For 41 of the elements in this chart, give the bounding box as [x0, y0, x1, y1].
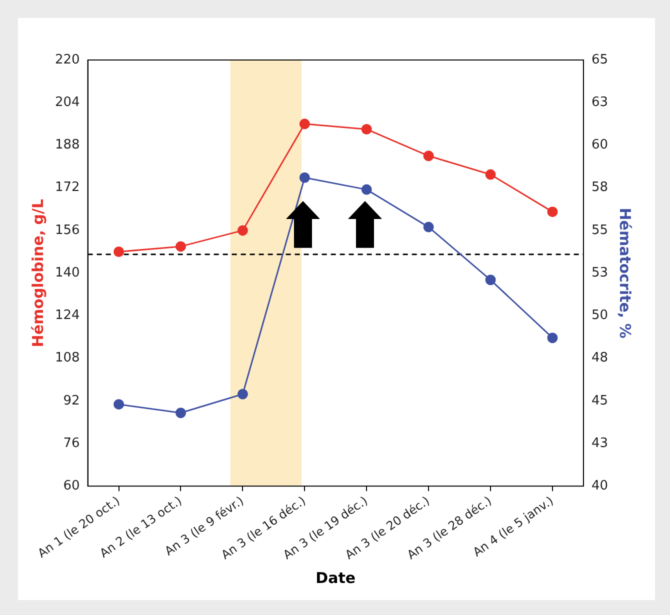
y2-tick-label: 43 — [591, 436, 608, 451]
point — [237, 225, 248, 236]
y-axis-title: Hémoglobine, g/L — [28, 198, 47, 348]
y-tick-label: 156 — [54, 222, 80, 238]
point — [237, 388, 248, 400]
y2-axis-title: Hématocrite, % — [616, 208, 634, 338]
y-tick-label: 140 — [54, 265, 80, 280]
point — [175, 408, 186, 418]
y-tick-label: 108 — [54, 350, 80, 366]
point — [114, 246, 124, 258]
point — [423, 150, 434, 162]
y-tick-label: 188 — [54, 138, 80, 153]
point — [547, 332, 558, 344]
y-tick-label: 124 — [54, 308, 80, 324]
y-tick-label: 220 — [54, 52, 80, 68]
y-tick-label: 204 — [54, 94, 80, 110]
y2-tick-label: 45 — [591, 393, 608, 408]
y2-tick-label: 48 — [591, 350, 608, 366]
y2-tick-label: 40 — [591, 478, 608, 494]
point — [485, 169, 496, 180]
y2-tick-label: 60 — [591, 138, 608, 153]
point — [423, 222, 434, 232]
y2-tick-label: 63 — [591, 94, 608, 110]
y2-tick-label: 65 — [591, 52, 608, 68]
point — [114, 399, 124, 410]
y-tick-label: 76 — [63, 436, 80, 451]
y-tick-label: 172 — [54, 180, 80, 196]
point — [299, 118, 310, 130]
point — [361, 184, 372, 195]
point — [485, 274, 496, 286]
y2-tick-label: 50 — [591, 308, 608, 324]
y-tick-label: 60 — [63, 478, 80, 494]
y2-tick-label: 53 — [591, 265, 608, 280]
x-axis-title: Date — [316, 568, 356, 587]
point — [299, 172, 310, 183]
y-tick-label: 92 — [63, 393, 80, 408]
y2-tick-label: 55 — [591, 222, 608, 238]
point — [175, 241, 186, 252]
point — [547, 206, 558, 218]
point — [361, 124, 372, 134]
y2-tick-label: 58 — [591, 180, 608, 196]
